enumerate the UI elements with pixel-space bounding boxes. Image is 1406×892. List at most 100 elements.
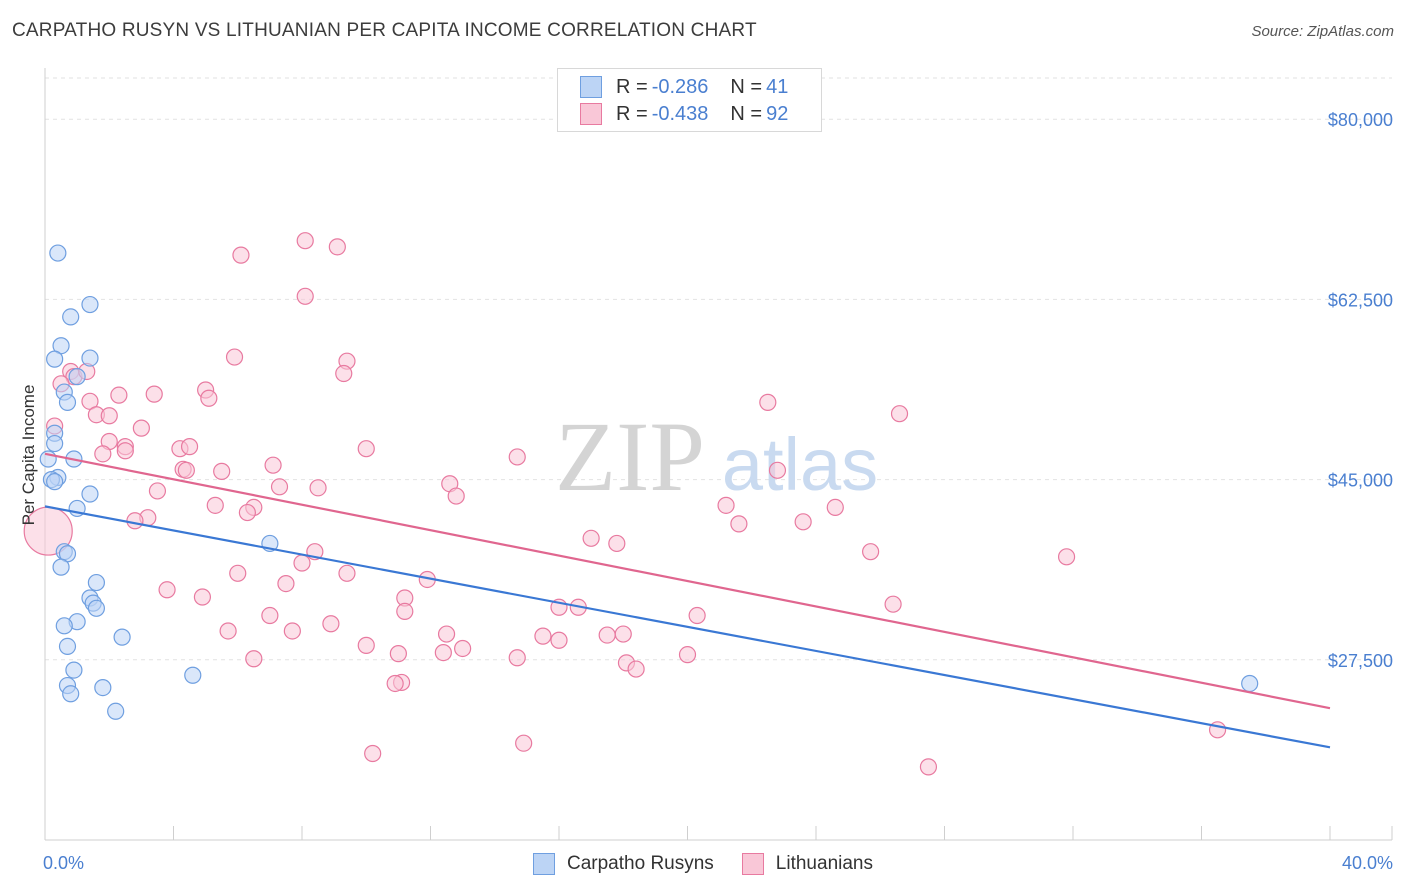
lithuanians-point xyxy=(177,461,195,479)
lithuanians-point xyxy=(550,631,568,649)
lithuanians-point xyxy=(245,650,263,668)
x-tick-label: 40.0% xyxy=(1342,853,1393,873)
lithuanians-point xyxy=(357,440,375,458)
lithuanians-point xyxy=(608,534,626,553)
lithuanians-point xyxy=(794,513,812,531)
lithuanians-point xyxy=(335,364,353,383)
lithuanians-point xyxy=(598,626,616,644)
lithuanians-point xyxy=(396,602,414,621)
chart-title: CARPATHO RUSYN VS LITHUANIAN PER CAPITA … xyxy=(12,20,757,41)
source-label: Source: ZipAtlas.com xyxy=(1251,23,1394,40)
lithuanians-point xyxy=(94,445,112,463)
legend-swatch-pink xyxy=(580,103,602,125)
lithuanians-point xyxy=(148,482,167,500)
lithuanians-point xyxy=(919,758,938,776)
grid-lines xyxy=(45,77,1392,661)
lithuanians-point xyxy=(678,646,697,664)
lithuanians-point xyxy=(193,588,212,606)
carpatho-rusyns-point xyxy=(58,393,77,411)
series-swatch-pink xyxy=(741,853,764,875)
y-tick-label: $27,500 xyxy=(1328,651,1393,671)
lithuanians-point xyxy=(229,564,247,582)
carpatho-rusyns-point xyxy=(184,666,202,684)
carpatho-rusyns-point xyxy=(81,349,99,367)
carpatho-rusyns-point xyxy=(49,244,67,262)
series-name: Lithuanians xyxy=(775,853,873,874)
lithuanians-point xyxy=(293,554,311,572)
lithuanians-point xyxy=(386,674,404,693)
lithuanians-point xyxy=(100,407,118,425)
carpatho-rusyns-point xyxy=(55,617,73,635)
lithuanians-point xyxy=(357,636,375,654)
carpatho-rusyns-point xyxy=(113,628,131,646)
legend-n-label: N = xyxy=(730,75,763,98)
legend-n-value: 41 xyxy=(766,75,789,98)
lithuanians-point xyxy=(454,639,472,658)
legend-swatch-blue xyxy=(580,76,602,98)
carpatho-rusyns-point xyxy=(81,295,99,314)
axis-labels: $27,500 $45,000 $62,500 $80,000 0.0% 40.0% Per… xyxy=(19,110,1393,873)
legend-row-lithuanians: R = -0.438 N = 92 xyxy=(580,101,788,127)
lithuanians-point xyxy=(759,393,777,411)
lithuanians-point xyxy=(296,232,314,250)
legend-n-label: N = xyxy=(730,102,763,125)
lithuanians-trend-line xyxy=(44,452,1331,710)
lithuanians-point xyxy=(206,496,224,514)
watermark-zip: ZIP xyxy=(555,401,705,512)
lithuanians-point xyxy=(364,744,382,763)
lithuanians-point xyxy=(309,479,327,497)
series-name: Carpatho Rusyns xyxy=(567,853,714,874)
lithuanians-point xyxy=(768,461,787,479)
trend-lines xyxy=(44,452,1331,749)
lithuanians-point xyxy=(717,496,735,514)
lithuanians-point xyxy=(508,649,526,667)
lithuanians-point xyxy=(884,595,902,613)
carpatho-rusyns-point xyxy=(94,678,112,697)
series-legend-carpatho-rusyns[interactable]: Carpatho Rusyns xyxy=(533,853,714,875)
lithuanians-point xyxy=(688,606,706,625)
lithuanians-point xyxy=(338,564,356,582)
lithuanians-point xyxy=(437,625,456,643)
carpatho-rusyns-point xyxy=(1241,674,1259,693)
carpatho-rusyns-points xyxy=(39,244,1259,720)
legend-r-value: -0.438 xyxy=(651,102,709,125)
lithuanians-point xyxy=(277,574,295,593)
carpatho-rusyns-point xyxy=(65,661,83,679)
carpatho-rusyns-point xyxy=(46,473,64,491)
lithuanians-point xyxy=(116,442,134,460)
lithuanians-point xyxy=(1057,548,1076,566)
lithuanians-point xyxy=(434,643,452,662)
lithuanians-point xyxy=(890,405,909,423)
lithuanians-point xyxy=(219,622,237,640)
lithuanians-point xyxy=(447,487,465,505)
carpatho-rusyns-point xyxy=(81,485,99,503)
y-axis-label: Per Capita Income xyxy=(19,385,38,526)
lithuanians-point xyxy=(225,348,244,366)
y-tick-label: $62,500 xyxy=(1328,290,1393,310)
carpatho-rusyns-point xyxy=(87,599,106,617)
carpatho-rusyns-point xyxy=(46,434,64,453)
lithuanians-point xyxy=(582,529,600,547)
lithuanians-point xyxy=(389,645,407,663)
lithuanians-point xyxy=(508,448,526,466)
lithuanians-point xyxy=(826,498,844,516)
lithuanians-point xyxy=(145,385,163,403)
lithuanians-point xyxy=(515,734,533,752)
carpatho-rusyns-point xyxy=(62,685,80,703)
lithuanians-point xyxy=(270,478,289,496)
correlation-legend: R = -0.286 N = 41 R = -0.438 N = 92 xyxy=(557,68,822,132)
lithuanians-point xyxy=(180,438,199,456)
lithuanians-point xyxy=(614,625,632,643)
lithuanians-point xyxy=(283,622,301,640)
series-legend-lithuanians[interactable]: Lithuanians xyxy=(741,853,873,875)
lithuanians-point xyxy=(322,615,340,633)
legend-r-label: R = xyxy=(616,75,648,98)
lithuanians-point xyxy=(213,462,231,480)
watermark-atlas: atlas xyxy=(722,423,878,506)
carpatho-rusyns-point xyxy=(62,308,80,326)
lithuanians-point xyxy=(110,386,128,404)
series-legend: Carpatho Rusyns Lithuanians xyxy=(0,852,1406,876)
lithuanians-points xyxy=(23,232,1227,776)
carpatho-rusyns-point xyxy=(46,350,64,368)
